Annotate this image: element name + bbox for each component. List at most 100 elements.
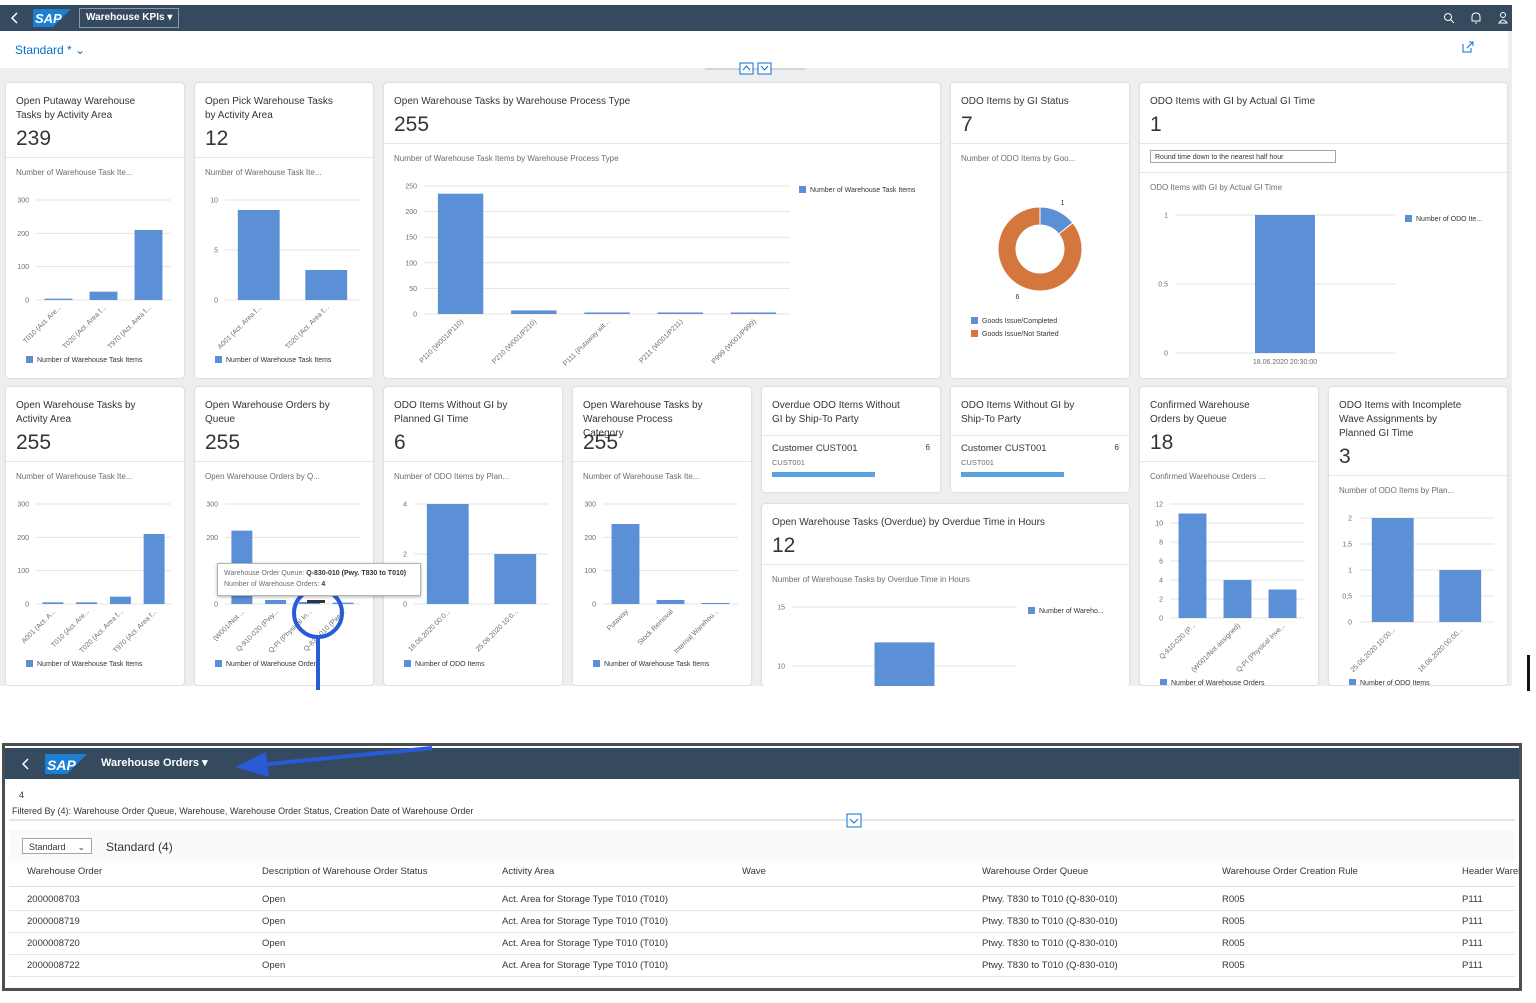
kpi-card[interactable]: Open Warehouse Orders by Queue 255 Open Wa… xyxy=(195,387,373,685)
y-tick-label: 250 xyxy=(405,184,417,191)
share-icon[interactable] xyxy=(1462,41,1474,53)
legend: Number of ODO Items xyxy=(1349,679,1430,685)
y-tick-label: 200 xyxy=(17,535,29,542)
chart: ODO Items with GI by Actual GI Time 0 0.5 1… xyxy=(1150,183,1482,366)
kpi-card[interactable]: ODO Items Without GI by Ship-To Party Cus… xyxy=(951,387,1129,492)
y-tick-label: 100 xyxy=(17,568,29,575)
table-cell: Open xyxy=(262,938,286,949)
table-row[interactable]: 2000008720 Open Act. Area for Storage Type… xyxy=(9,933,1515,955)
bar xyxy=(109,596,131,604)
variant-name: Standard xyxy=(29,842,66,852)
legend-label: Number of ODO Items xyxy=(1360,680,1430,685)
legend-swatch xyxy=(799,186,806,193)
card-title: Open Warehouse Tasks by Warehouse Proces… xyxy=(394,96,631,107)
legend-swatch xyxy=(26,660,33,667)
x-tick-label: P111 (Putaway wit... xyxy=(562,318,611,367)
orders-screen: SAP Warehouse Orders ▾ 4 Filtered By (4)… xyxy=(2,743,1522,991)
y-tick-label: 0,5 xyxy=(1342,594,1352,601)
card-divider xyxy=(762,564,1129,565)
card-divider xyxy=(1140,172,1507,173)
header-collapse[interactable] xyxy=(9,812,1515,832)
kpi-card[interactable]: Open Warehouse Tasks (Overdue) by Overdu… xyxy=(762,504,1129,686)
bar xyxy=(1268,589,1297,618)
sap-logo: SAP xyxy=(45,754,87,774)
legend: Number of ODO Ite... xyxy=(1405,215,1482,223)
kpi-card[interactable]: Open Putaway Warehouse Tasks by Activity… xyxy=(6,83,184,378)
variant-selector[interactable]: Standard * ⌄ xyxy=(15,43,86,57)
bar xyxy=(332,602,354,604)
table-cell: 2000008703 xyxy=(27,894,80,905)
header-collapse[interactable] xyxy=(705,62,805,76)
x-tick-label: P210 (W001/P210) xyxy=(491,318,538,365)
kpi-card[interactable]: Confirmed Warehouse Orders by Queue 18 Con… xyxy=(1140,387,1318,685)
chart-subtitle: ODO Items with GI by Actual GI Time xyxy=(1150,183,1283,192)
y-tick-label: 1 xyxy=(1164,213,1168,220)
legend-swatch xyxy=(1405,215,1412,222)
legend-swatch xyxy=(971,317,978,324)
x-tick-label: 25.06.2020 10:00... xyxy=(1350,626,1398,674)
time-dropdown[interactable]: Round time down to the nearest half hour xyxy=(1150,150,1336,163)
kpi-card[interactable]: Open Warehouse Tasks by Activity Area 255… xyxy=(6,387,184,685)
y-tick-label: 0 xyxy=(1164,351,1168,358)
header-divider xyxy=(9,886,1515,887)
table-row[interactable]: 2000008719 Open Act. Area for Storage Type… xyxy=(9,911,1515,933)
item-id: CUST001 xyxy=(961,458,994,467)
x-tick-label: P211 (W001/P211) xyxy=(638,318,684,364)
table-row[interactable]: 2000008703 Open Act. Area for Storage Type… xyxy=(9,889,1515,911)
donut-slice xyxy=(997,206,1083,292)
variant-dropdown[interactable]: Standard ⌄ xyxy=(22,838,92,854)
app-title-button[interactable]: Warehouse Orders ▾ xyxy=(101,757,208,769)
slice-label: 1 xyxy=(1061,200,1065,207)
chart-subtitle: Number of ODO Items by Plan... xyxy=(1339,486,1454,495)
tooltip-value: Q-830-010 (Pwy. T830 to T010) xyxy=(306,570,407,577)
notifications-icon[interactable] xyxy=(1470,11,1482,24)
bar xyxy=(657,312,703,314)
x-tick-label: A001 (Act. A... xyxy=(21,608,58,645)
logo-text: SAP xyxy=(47,757,76,773)
tooltip-label: Number of Warehouse Orders: xyxy=(224,581,320,588)
back-button[interactable] xyxy=(10,12,20,24)
column-header: Description of Warehouse Order Status xyxy=(262,866,428,877)
bar xyxy=(1178,513,1207,618)
kpi-card[interactable]: Open Warehouse Tasks by Warehouse Proces… xyxy=(384,83,940,378)
tooltip-label: Warehouse Order Queue: xyxy=(224,570,305,577)
bar xyxy=(1371,518,1414,622)
table-cell: 2000008720 xyxy=(27,938,80,949)
kpi-card[interactable]: Open Pick Warehouse Tasks by Activity Ar… xyxy=(195,83,373,378)
kpi-card[interactable]: Open Warehouse Tasks by Warehouse Proces… xyxy=(573,387,751,685)
kpi-card[interactable]: ODO Items with Incomplete Wave Assignmen… xyxy=(1329,387,1507,685)
y-tick-label: 1,5 xyxy=(1342,542,1352,549)
card-divider xyxy=(951,143,1129,144)
chart: Confirmed Warehouse Orders ... 0 2 4 6 8 10 12 N… xyxy=(1150,472,1305,685)
edge-bar xyxy=(1527,655,1530,691)
table-cell: Open xyxy=(262,894,286,905)
bar xyxy=(265,600,287,604)
user-icon[interactable] xyxy=(1497,11,1509,24)
item-bar xyxy=(772,472,876,477)
column-header: Warehouse Order Queue xyxy=(982,866,1089,877)
kpi-card[interactable]: ODO Items with GI by Actual GI Time 1 Roun… xyxy=(1140,83,1507,378)
card-title: Open Pick Warehouse Tasks by Activity Ar… xyxy=(205,96,333,121)
bar xyxy=(437,193,484,314)
kpi-card[interactable]: ODO Items Without GI by Planned GI Time 6… xyxy=(384,387,562,685)
table-cell: Ptwy. T830 to T010 (Q-830-010) xyxy=(982,960,1118,971)
table-row[interactable]: 2000008722 Open Act. Area for Storage Type… xyxy=(9,955,1515,977)
bar xyxy=(1255,215,1315,353)
kpi-value: 1 xyxy=(1150,113,1162,136)
x-tick-label: 18.06.2020 20:30:00 xyxy=(1253,359,1317,366)
y-tick-label: 10 xyxy=(777,664,785,671)
card-title: Overdue ODO Items Without GI by Ship-To … xyxy=(772,400,900,425)
legend: Number of Warehouse Orders xyxy=(215,660,320,668)
search-icon[interactable] xyxy=(1443,12,1455,24)
legend-label: Number of Warehouse Task Items xyxy=(810,187,916,194)
back-button[interactable] xyxy=(21,758,31,770)
card-title: ODO Items Without GI by Ship-To Party xyxy=(961,400,1075,425)
card-title: ODO Items with GI by Actual GI Time xyxy=(1150,96,1316,107)
kpi-value: 7 xyxy=(961,113,973,136)
kpi-card[interactable]: Overdue ODO Items Without GI by Ship-To … xyxy=(762,387,940,492)
kpi-card[interactable]: ODO Items by GI Status 7 Number of ODO Ite… xyxy=(951,83,1129,378)
bar xyxy=(874,642,935,686)
chart: Number of Warehouse Task Ite... 0 100 200 30… xyxy=(583,472,738,668)
app-title-button[interactable]: Warehouse KPIs ▾ xyxy=(79,8,180,28)
